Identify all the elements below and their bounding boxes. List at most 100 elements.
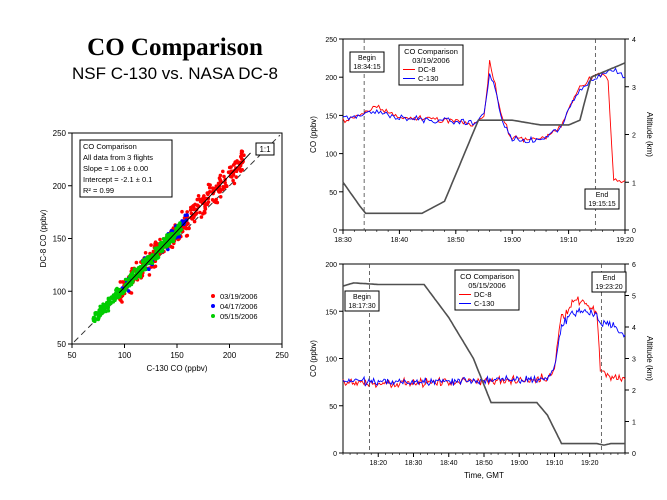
- page-subtitle: NSF C-130 vs. NASA DC-8: [72, 64, 278, 83]
- scatter-point-03-19-2006: [180, 209, 184, 214]
- scatter-stats-line: All data from 3 flights: [83, 153, 153, 162]
- scatter-point-04-17-2006: [185, 213, 189, 217]
- scatter-point-03-19-2006: [232, 181, 237, 186]
- scatter-y-tick-label: 150: [53, 235, 67, 244]
- ts2-y-axis-label: CO (ppbv): [309, 340, 318, 377]
- ts2-x-axis-label: Time, GMT: [464, 471, 504, 480]
- scatter-point-03-19-2006: [226, 170, 231, 174]
- scatter-point-03-19-2006: [215, 200, 220, 205]
- scatter-point-05-15-2006: [146, 254, 151, 259]
- scatter-point-05-15-2006: [114, 288, 118, 293]
- one-to-one-label-box: [255, 142, 275, 156]
- scatter-point-03-19-2006: [239, 151, 244, 156]
- scatter-x-tick-label: 50: [68, 351, 77, 360]
- scatter-point-05-15-2006: [140, 260, 145, 264]
- scatter-point-03-19-2006: [118, 280, 123, 284]
- scatter-point-03-19-2006: [193, 202, 197, 207]
- ts2-y-tick-label: 100: [325, 357, 337, 364]
- ts2-begin-label-box: [344, 290, 380, 312]
- ts2-y-tick-label: 50: [329, 404, 337, 411]
- scatter-point-03-19-2006: [231, 163, 236, 167]
- scatter-point-05-15-2006: [155, 246, 160, 250]
- ts2-series-c130: [342, 306, 626, 387]
- ts2-begin-label: Begin: [353, 294, 371, 301]
- scatter-point-03-19-2006: [205, 191, 210, 195]
- ts2-y2-tick-label: 1: [632, 420, 636, 427]
- ts2-end-time: 19:23:20: [595, 284, 622, 291]
- scatter-point-03-19-2006: [223, 180, 227, 185]
- scatter-stats-box: [79, 139, 173, 198]
- ts2-x-tick-label: 19:20: [581, 460, 599, 467]
- scatter-legend-label: 03/19/2006: [220, 292, 258, 301]
- scatter-point-03-19-2006: [199, 215, 204, 219]
- scatter-point-05-15-2006: [98, 304, 102, 309]
- ts2-legend-label: DC-8: [474, 290, 492, 299]
- scatter-point-03-19-2006: [192, 219, 197, 224]
- ts2-chart-date: 05/15/2006: [468, 281, 506, 290]
- scatter-point-05-15-2006: [102, 307, 107, 311]
- scatter-legend-marker: [211, 304, 215, 308]
- scatter-point-05-15-2006: [117, 287, 121, 292]
- scatter-point-03-19-2006: [147, 273, 152, 277]
- scatter-point-04-17-2006: [147, 267, 151, 272]
- scatter-point-05-15-2006: [132, 267, 137, 271]
- scatter-point-03-19-2006: [197, 197, 202, 201]
- ts2-x-tick-label: 18:50: [475, 460, 493, 467]
- ts1-plot-frame: [342, 38, 626, 231]
- page-title: CO Comparison: [87, 34, 263, 61]
- scatter-stats-line: R² = 0.99: [83, 186, 114, 195]
- scatter-point-03-19-2006: [211, 186, 215, 190]
- scatter-legend-marker: [211, 294, 215, 298]
- ts2-y2-tick-label: 3: [632, 357, 636, 364]
- scatter-point-05-15-2006: [159, 249, 163, 254]
- ts2-x-tick-label: 18:40: [440, 460, 458, 467]
- ts1-y-tick-label: 250: [325, 37, 337, 44]
- scatter-point-03-19-2006: [218, 195, 223, 199]
- scatter-stats-line: CO Comparison: [83, 142, 137, 151]
- scatter-point-03-19-2006: [149, 243, 153, 247]
- ts1-x-tick-label: 19:20: [616, 237, 634, 244]
- scatter-point-03-19-2006: [203, 207, 208, 211]
- scatter-point-05-15-2006: [93, 319, 97, 324]
- scatter-point-03-19-2006: [182, 226, 186, 230]
- ts1-end-label-box: [584, 188, 620, 210]
- scatter-point-05-15-2006: [136, 267, 140, 272]
- scatter-point-05-15-2006: [123, 277, 128, 282]
- scatter-legend-label: 04/17/2006: [220, 302, 258, 311]
- scatter-point-05-15-2006: [101, 302, 106, 307]
- ts1-x-tick-label: 19:10: [560, 237, 578, 244]
- scatter-stats-line: Intercept = -2.1 ± 0.1: [83, 175, 152, 184]
- scatter-point-05-15-2006: [136, 271, 141, 275]
- scatter-point-03-19-2006: [185, 222, 189, 227]
- ts1-y2-tick-label: 3: [632, 85, 636, 92]
- ts1-series-altitude: [342, 62, 626, 215]
- scatter-point-03-19-2006: [239, 154, 243, 159]
- ts1-series-dc8: [342, 60, 626, 184]
- scatter-point-03-19-2006: [158, 237, 162, 242]
- ts1-y-tick-label: 200: [325, 75, 337, 82]
- scatter-point-05-15-2006: [109, 301, 113, 306]
- scatter-point-03-19-2006: [216, 181, 221, 186]
- scatter-point-05-15-2006: [154, 257, 158, 261]
- scatter-point-03-19-2006: [194, 212, 198, 216]
- ts2-x-tick-label: 18:30: [405, 460, 423, 467]
- ts2-x-tick-label: 18:20: [369, 460, 387, 467]
- scatter-point-03-19-2006: [185, 233, 190, 238]
- scatter-point-03-19-2006: [217, 176, 222, 180]
- ts2-y-tick-label: 0: [333, 451, 337, 458]
- ts1-y-tick-label: 50: [329, 190, 337, 197]
- scatter-point-05-15-2006: [98, 310, 102, 315]
- scatter-point-03-19-2006: [153, 241, 157, 246]
- ts1-y2-axis-label: Altitude (km): [645, 112, 654, 157]
- ts2-begin-time: 18:17:30: [348, 303, 375, 310]
- scatter-point-03-19-2006: [234, 175, 238, 179]
- scatter-point-05-15-2006: [96, 315, 101, 320]
- scatter-point-03-19-2006: [222, 186, 226, 190]
- ts2-y-tick-label: 200: [325, 262, 337, 269]
- scatter-point-03-19-2006: [235, 159, 239, 163]
- scatter-point-03-19-2006: [192, 205, 196, 210]
- scatter-y-tick-label: 100: [53, 287, 67, 296]
- scatter-point-03-19-2006: [227, 165, 232, 170]
- scatter-point-03-19-2006: [196, 194, 201, 198]
